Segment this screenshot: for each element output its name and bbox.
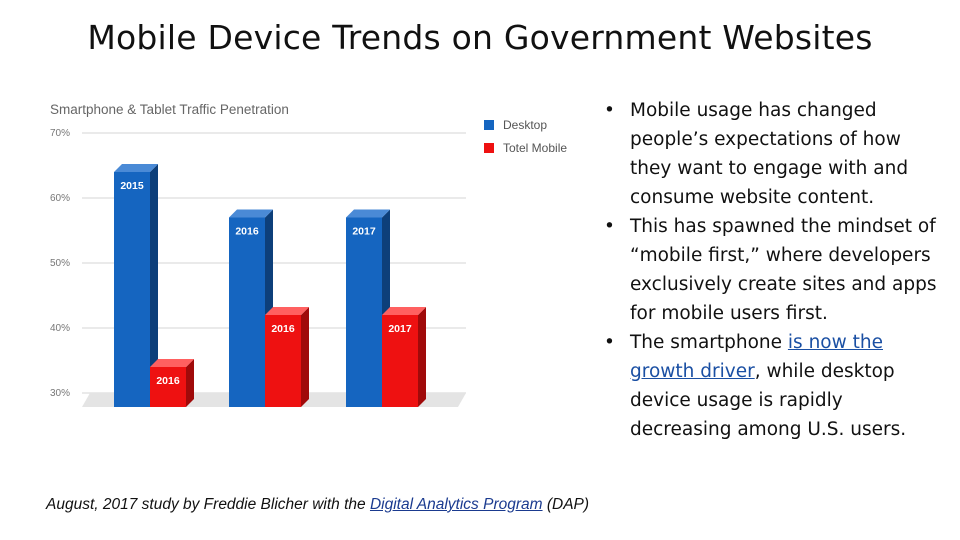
bar-side <box>418 307 426 407</box>
bullet-text-before: The smartphone <box>630 332 788 353</box>
bullet-item: • This has spawned the mindset of “mobile… <box>598 212 948 328</box>
bullet-dot-icon: • <box>604 100 615 121</box>
bar-label: 2016 <box>271 323 295 335</box>
bar-label: 2017 <box>352 226 376 238</box>
chart-title: Smartphone & Tablet Traffic Penetration <box>50 102 289 117</box>
bar <box>229 217 265 407</box>
bar-top <box>382 307 426 315</box>
dap-link[interactable]: Digital Analytics Program <box>369 496 543 513</box>
traffic-penetration-chart: Smartphone & Tablet Traffic Penetration 7… <box>50 102 567 407</box>
bar <box>382 315 418 407</box>
bar-top <box>150 359 194 367</box>
y-tick-label: 50% <box>50 258 70 269</box>
bullet-dot-icon: • <box>604 216 615 237</box>
y-tick-label: 30% <box>50 388 70 399</box>
bar <box>150 367 186 407</box>
bar-label: 2017 <box>388 323 412 335</box>
legend-swatch <box>484 143 494 153</box>
bullet-item: • The smartphone is now the growth driver… <box>598 328 948 444</box>
bullet-text: Mobile usage has changed people’s expect… <box>630 100 909 208</box>
bar <box>114 172 150 407</box>
bar <box>265 315 301 407</box>
bullet-item: • Mobile usage has changed people’s expec… <box>598 96 948 212</box>
bar-label: 2016 <box>156 375 180 387</box>
bar-side <box>150 164 158 407</box>
bar-label: 2016 <box>235 226 259 238</box>
y-tick-label: 40% <box>50 323 70 334</box>
slide-title: Mobile Device Trends on Government Websi… <box>87 18 873 57</box>
bar-label: 2015 <box>120 180 144 192</box>
y-tick-label: 60% <box>50 193 70 204</box>
bullet-dot-icon: • <box>604 332 615 353</box>
bar-side <box>301 307 309 407</box>
bullet-text: This has spawned the mindset of “mobile … <box>630 216 937 324</box>
footnote-text-after: (DAP) <box>542 496 590 513</box>
footnote-text-before: August, 2017 study by Freddie Blicher wi… <box>46 496 370 513</box>
legend-swatch <box>484 120 494 130</box>
bullet-list: • Mobile usage has changed people’s expec… <box>598 96 948 444</box>
bar-top <box>114 164 158 172</box>
y-tick-label: 70% <box>50 128 70 139</box>
bar <box>346 217 382 407</box>
bullet-text-after: , while desktop device usage is rapidly … <box>630 361 907 440</box>
growth-driver-link[interactable]: is now the growth driver <box>630 332 883 382</box>
bar-top <box>346 209 390 218</box>
legend-label: Totel Mobile <box>503 141 567 155</box>
bar-top <box>265 307 309 315</box>
legend-label: Desktop <box>503 118 547 132</box>
bar-side <box>186 359 194 407</box>
bar-top <box>229 209 273 218</box>
footnote: August, 2017 study by Freddie Blicher wi… <box>46 496 589 514</box>
